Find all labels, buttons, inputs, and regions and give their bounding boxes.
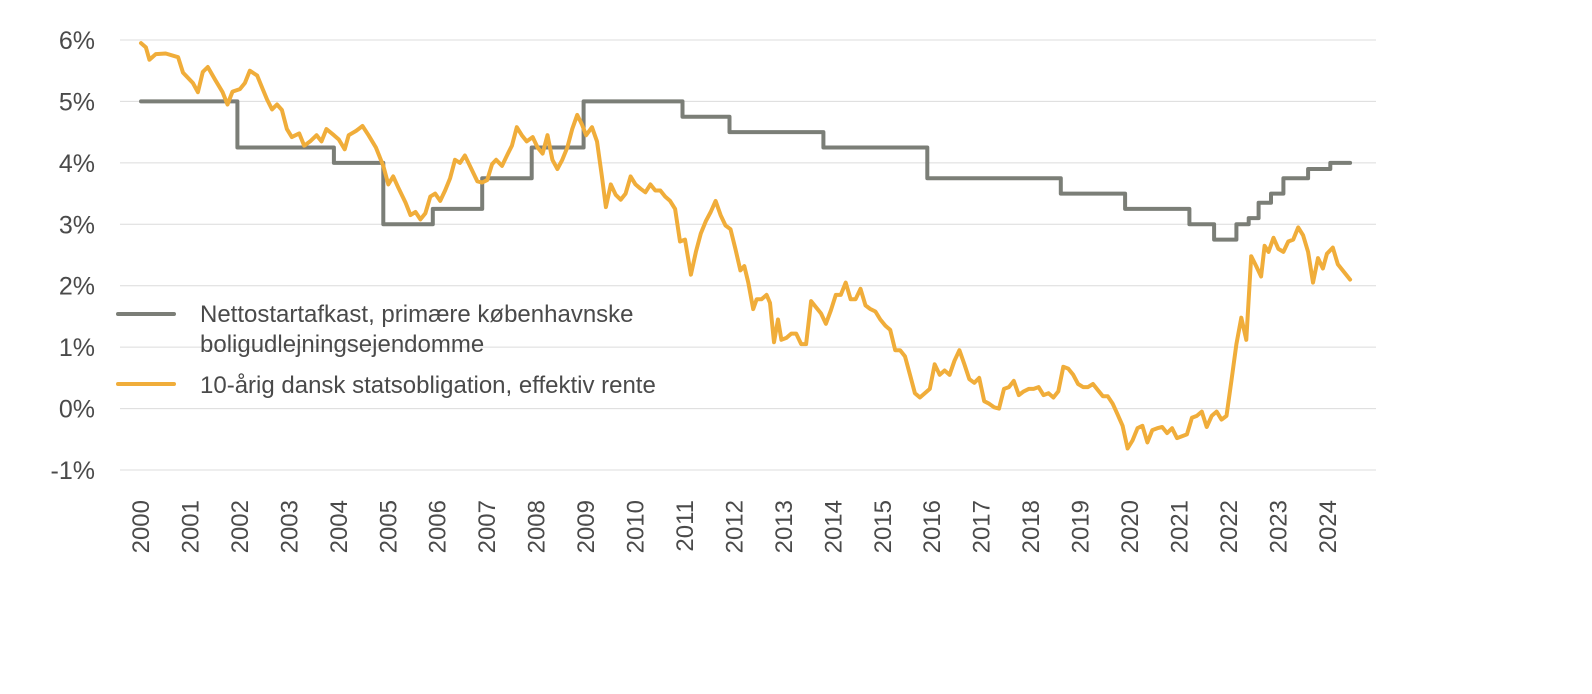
gridlines [120, 39, 1376, 471]
series-line-statsobligation [139, 41, 1353, 451]
x-tick-label: 2024 [1315, 500, 1342, 553]
x-tick-label: 2019 [1068, 500, 1095, 553]
x-tick-label: 2011 [672, 500, 699, 552]
x-tick-label: 2000 [128, 500, 155, 553]
y-tick-label: 5% [59, 88, 95, 116]
x-tick-label: 2016 [919, 500, 946, 553]
series-lines [139, 41, 1353, 451]
y-tick-label: 1% [59, 334, 95, 362]
x-tick-label: 2021 [1167, 500, 1194, 553]
x-tick-label: 2018 [1018, 500, 1045, 553]
x-tick-label: 2005 [375, 500, 402, 553]
x-axis-ticks: 2000 2001 2002 2003 2004 2005 2006 2007 2008 2009… [128, 500, 1342, 553]
x-tick-label: 2014 [820, 500, 847, 553]
x-tick-label: 2012 [721, 500, 748, 553]
y-tick-label: 0% [59, 396, 95, 424]
x-tick-label: 2013 [771, 500, 798, 553]
x-tick-label: 2022 [1216, 500, 1243, 553]
y-axis-ticks: 6% 5% 4% 3% 2% 1% 0% -1% [51, 27, 95, 485]
x-tick-label: 2001 [177, 500, 204, 553]
x-tick-label: 2007 [474, 500, 501, 553]
y-tick-label: 3% [59, 211, 95, 239]
x-tick-label: 2010 [623, 500, 650, 553]
legend-label: 10-årig dansk statsobligation, effektiv … [200, 372, 656, 399]
legend-label: boligudlejningsejendomme [200, 331, 484, 358]
legend-label: Nettostartafkast, primære københavnske [200, 301, 634, 328]
x-tick-label: 2009 [573, 500, 600, 553]
y-tick-label: -1% [51, 457, 95, 485]
series-line-nettostartafkast [139, 99, 1353, 242]
y-tick-label: 2% [59, 273, 95, 301]
x-tick-label: 2020 [1117, 500, 1144, 553]
x-tick-label: 2023 [1265, 500, 1292, 553]
x-tick-label: 2006 [425, 500, 452, 553]
y-tick-label: 4% [59, 150, 95, 178]
y-tick-label: 6% [59, 27, 95, 55]
x-tick-label: 2008 [524, 500, 551, 553]
x-tick-label: 2015 [870, 500, 897, 553]
x-tick-label: 2002 [227, 500, 254, 553]
x-tick-label: 2003 [276, 500, 303, 553]
x-tick-label: 2017 [969, 500, 996, 553]
legend: Nettostartafkast, primære københavnske bo… [116, 301, 656, 399]
x-tick-label: 2004 [326, 500, 353, 553]
